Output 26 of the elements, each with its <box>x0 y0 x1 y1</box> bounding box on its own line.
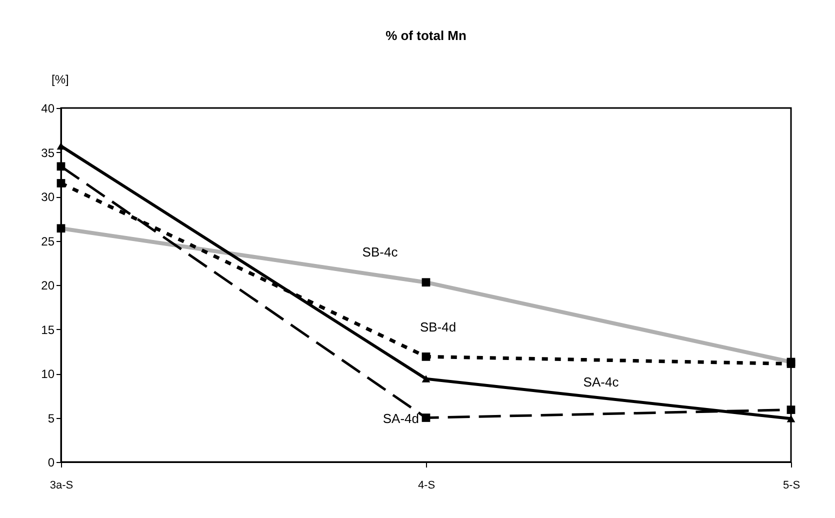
point <box>56 179 66 188</box>
series-label: SA-4d <box>382 410 419 426</box>
x-tick-label: 4-S <box>418 480 436 492</box>
y-tick-label: 20 <box>41 278 55 292</box>
point <box>422 414 430 422</box>
y-axis-title: [%] <box>52 72 69 86</box>
y-tick-label: 5 <box>48 411 55 426</box>
point <box>786 406 796 414</box>
x-tick-label: 5-S <box>782 480 800 492</box>
y-tick-label: 10 <box>41 367 55 381</box>
point <box>422 375 430 382</box>
y-tick-label: 15 <box>41 322 55 337</box>
point <box>56 162 66 171</box>
y-tick-label: 40 <box>41 102 55 116</box>
y-tick-label: 30 <box>41 190 55 204</box>
point <box>56 142 66 150</box>
point <box>422 352 430 361</box>
series-label: SB-4d <box>420 320 456 335</box>
point <box>786 415 796 422</box>
y-tick-label: 35 <box>41 146 55 160</box>
y-tick-label: 25 <box>41 234 55 248</box>
chart-title: % of total Mn <box>386 28 466 43</box>
series-label: SB-4c <box>362 244 398 260</box>
y-tick-label: 0 <box>48 456 55 470</box>
x-tick-label: 3a-S <box>50 480 74 492</box>
series-label: SA-4c <box>583 374 620 390</box>
